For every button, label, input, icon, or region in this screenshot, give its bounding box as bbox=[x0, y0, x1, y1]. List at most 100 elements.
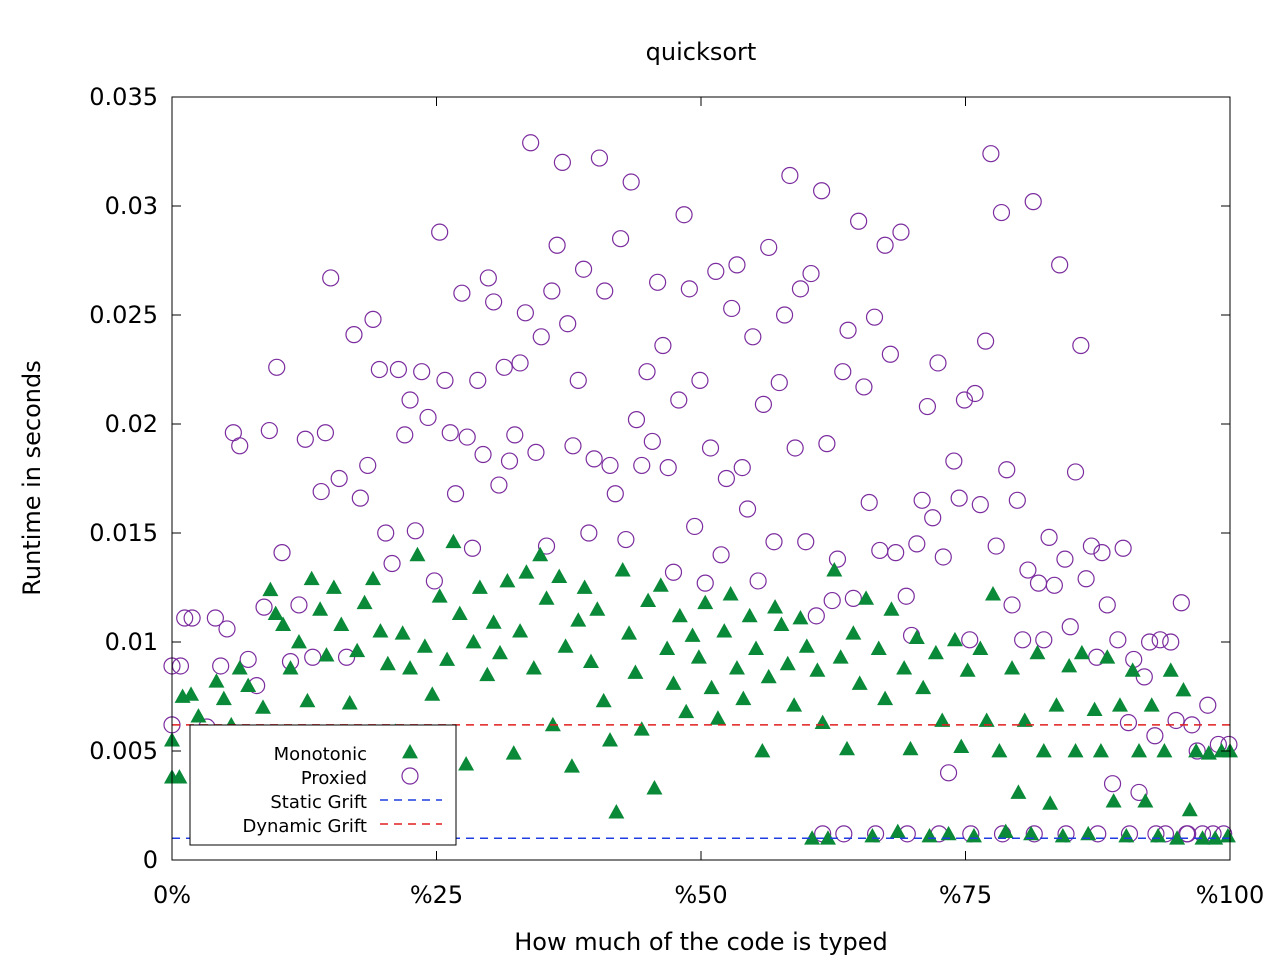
legend-symbol-proxied bbox=[401, 767, 419, 785]
proxied-point bbox=[337, 648, 356, 666]
proxied-point bbox=[1130, 783, 1148, 802]
monotonic-point bbox=[716, 623, 733, 638]
proxied-point bbox=[1029, 574, 1048, 592]
monotonic-point bbox=[231, 660, 248, 675]
monotonic-point bbox=[934, 712, 951, 727]
y-tick-label: 0.03 bbox=[105, 192, 158, 220]
monotonic-point bbox=[792, 610, 809, 625]
proxied-point bbox=[1119, 714, 1138, 732]
proxied-point bbox=[316, 424, 335, 442]
proxied-point bbox=[590, 149, 609, 167]
proxied-point bbox=[1098, 596, 1116, 614]
proxied-point bbox=[231, 437, 249, 455]
proxied-point bbox=[622, 173, 640, 191]
monotonic-point bbox=[465, 634, 482, 649]
monotonic-point bbox=[1175, 681, 1192, 697]
monotonic-point bbox=[402, 660, 419, 675]
monotonic-point bbox=[640, 592, 657, 607]
monotonic-point bbox=[709, 710, 726, 725]
monotonic-point bbox=[190, 708, 207, 723]
monotonic-point bbox=[379, 655, 396, 671]
proxied-point bbox=[887, 544, 905, 562]
proxied-point bbox=[934, 548, 952, 566]
monotonic-point bbox=[576, 579, 593, 594]
monotonic-point bbox=[1029, 644, 1046, 660]
proxied-point bbox=[961, 631, 979, 649]
monotonic-point bbox=[341, 695, 358, 710]
proxied-point bbox=[239, 650, 257, 669]
proxied-point bbox=[537, 537, 556, 555]
monotonic-point bbox=[608, 804, 625, 819]
proxied-point bbox=[553, 153, 572, 171]
proxied-point bbox=[913, 491, 931, 509]
monotonic-point bbox=[479, 666, 496, 682]
monotonic-point bbox=[275, 616, 292, 631]
proxied-point bbox=[1024, 193, 1042, 211]
monotonic-point bbox=[614, 562, 631, 577]
legend-label-monotonic: Monotonic bbox=[274, 744, 367, 765]
monotonic-point bbox=[864, 828, 881, 843]
monotonic-point bbox=[858, 590, 875, 605]
proxied-point bbox=[1082, 537, 1101, 555]
proxied-point bbox=[596, 282, 614, 300]
proxied-point bbox=[183, 609, 201, 627]
monotonic-point bbox=[1194, 830, 1211, 845]
proxied-point bbox=[548, 236, 566, 254]
monotonic-point bbox=[1137, 793, 1154, 808]
monotonic-point bbox=[1162, 662, 1179, 677]
proxied-point bbox=[463, 539, 482, 557]
proxied-point bbox=[760, 238, 778, 257]
proxied-point bbox=[431, 223, 449, 241]
proxied-point bbox=[977, 332, 995, 350]
proxied-point bbox=[574, 260, 593, 278]
proxied-point bbox=[453, 284, 471, 302]
proxied-point bbox=[413, 363, 431, 381]
monotonic-point bbox=[896, 660, 913, 675]
monotonic-point bbox=[262, 581, 279, 597]
proxied-point bbox=[998, 461, 1016, 479]
monotonic-point bbox=[557, 638, 574, 653]
proxied-point bbox=[351, 489, 369, 507]
monotonic-point bbox=[1073, 644, 1090, 660]
monotonic-point bbox=[538, 590, 555, 605]
monotonic-point bbox=[518, 564, 535, 579]
y-tick-label: 0.025 bbox=[89, 301, 158, 329]
proxied-point bbox=[500, 452, 519, 470]
monotonic-point bbox=[972, 640, 989, 655]
proxied-point bbox=[1008, 491, 1026, 509]
proxied-point bbox=[304, 648, 322, 666]
proxied-point bbox=[1140, 633, 1159, 651]
monotonic-point bbox=[1200, 745, 1217, 760]
monotonic-point bbox=[889, 823, 906, 839]
monotonic-point bbox=[1054, 828, 1071, 843]
monotonic-point bbox=[786, 697, 803, 712]
monotonic-point bbox=[491, 644, 508, 660]
monotonic-point bbox=[804, 830, 821, 845]
y-tick-label: 0.02 bbox=[105, 410, 158, 438]
monotonic-point bbox=[927, 644, 944, 660]
proxied-point bbox=[1003, 596, 1021, 614]
proxied-point bbox=[564, 437, 582, 455]
monotonic-point bbox=[690, 649, 707, 664]
proxied-point bbox=[723, 299, 741, 318]
proxied-point bbox=[1056, 550, 1074, 568]
proxied-point bbox=[441, 424, 459, 442]
proxied-point bbox=[1167, 711, 1185, 730]
proxied-point bbox=[436, 371, 454, 389]
monotonic-point bbox=[416, 638, 433, 653]
proxied-point bbox=[918, 397, 937, 416]
proxied-point bbox=[485, 293, 503, 311]
proxied-point bbox=[218, 620, 236, 638]
proxied-point bbox=[1146, 727, 1164, 745]
monotonic-point bbox=[627, 664, 644, 679]
proxied-point bbox=[659, 459, 677, 477]
proxied-point bbox=[1114, 539, 1132, 557]
proxied-point bbox=[939, 764, 958, 782]
proxied-point bbox=[835, 825, 853, 843]
proxied-point bbox=[865, 308, 884, 326]
monotonic-point bbox=[1131, 743, 1148, 758]
monotonic-point bbox=[902, 740, 919, 756]
proxied-point bbox=[1188, 742, 1206, 760]
y-tick-label: 0.01 bbox=[105, 628, 158, 656]
proxied-point bbox=[1179, 825, 1197, 843]
